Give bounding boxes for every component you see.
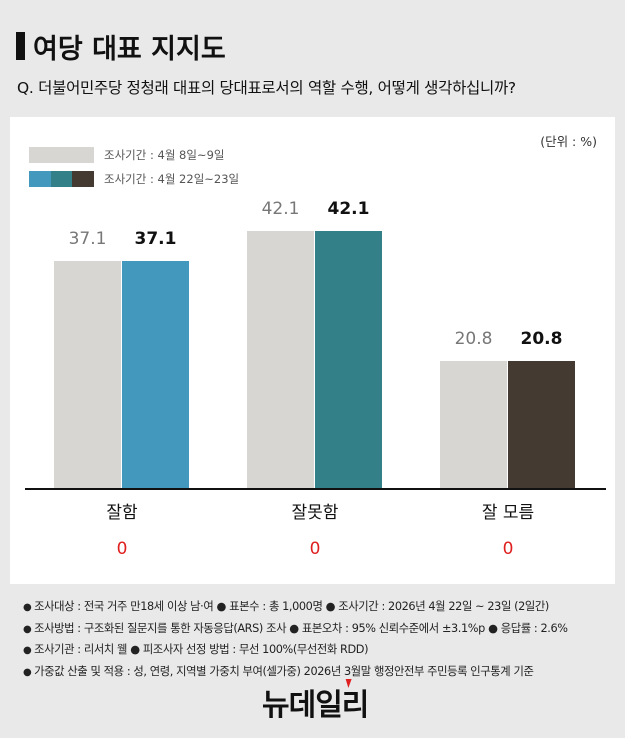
bar-bad-curr: 42.1 [315, 199, 382, 488]
legend-label-prev: 조사기간 : 4월 8일~9일 [104, 148, 225, 162]
survey-question: Q. 더불어민주당 정청래 대표의 당대표로서의 역할 수행, 어떻게 생각하십… [17, 79, 516, 97]
bar-good-curr: 37.1 [122, 229, 189, 488]
legend-swatch-prev [29, 147, 94, 163]
bar-value: 42.1 [261, 199, 300, 219]
bar-value: 37.1 [68, 229, 107, 249]
bar-bad-prev: 42.1 [247, 199, 314, 488]
note-line: 조사기관 : 리서치 웰 ● 피조사자 선정 방법 : 무선 100%(무선전화… [23, 640, 568, 662]
change-value-unsure: 0 [502, 539, 514, 559]
title-marker [16, 32, 25, 60]
legend-swatch-curr [29, 171, 95, 187]
note-line: 조사방법 : 구조화된 질문지를 통한 자동응답(ARS) 조사 ● 표본오차 … [23, 619, 568, 641]
legend-item-curr: 조사기간 : 4월 22일~23일 [29, 168, 239, 190]
page-title: 여당 대표 지지도 [16, 30, 226, 65]
category-label-bad: 잘못함 [291, 503, 339, 523]
legend-item-prev: 조사기간 : 4월 8일~9일 [29, 144, 239, 166]
change-value-good: 0 [116, 539, 128, 559]
category-label-unsure: 잘 모름 [481, 503, 535, 523]
unit-label: (단위 : %) [540, 134, 597, 149]
note-line: 가중값 산출 및 적용 : 성, 연령, 지역별 가중치 부여(셀가중) 202… [23, 662, 568, 684]
bar-value: 20.8 [454, 329, 493, 349]
brand-logo: 뉴데일리 [262, 688, 369, 723]
title-text: 여당 대표 지지도 [33, 33, 226, 65]
survey-notes: 조사대상 : 전국 거주 만18세 이상 남·여 ● 표본수 : 총 1,000… [23, 597, 568, 683]
bar-value: 20.8 [520, 329, 563, 349]
chart-panel: (단위 : %) 조사기간 : 4월 8일~9일 조사기간 : 4월 22일~2… [10, 117, 615, 584]
bar-value: 37.1 [134, 229, 177, 249]
category-label-good: 잘함 [106, 503, 138, 523]
note-line: 조사대상 : 전국 거주 만18세 이상 남·여 ● 표본수 : 총 1,000… [23, 597, 568, 619]
bar-value: 42.1 [327, 199, 370, 219]
bar-good-prev: 37.1 [54, 229, 121, 488]
bar-unsure-prev: 20.8 [440, 329, 507, 488]
x-axis-line [25, 488, 606, 490]
legend: 조사기간 : 4월 8일~9일 조사기간 : 4월 22일~23일 [29, 144, 239, 190]
legend-label-curr: 조사기간 : 4월 22일~23일 [104, 172, 240, 186]
change-value-bad: 0 [309, 539, 321, 559]
bar-unsure-curr: 20.8 [508, 329, 575, 488]
